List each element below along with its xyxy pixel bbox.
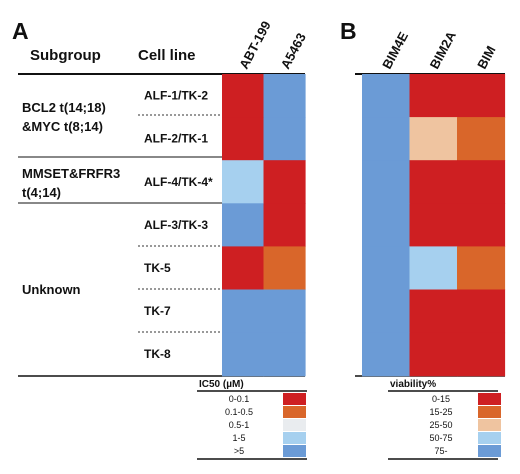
- heatmap-b-cell-alf-2-tk-1-bim4e: [362, 117, 411, 161]
- heatmap-b-cell-alf-3-tk-3-bim2a: [409, 203, 458, 247]
- heatmap-b-cell-alf-4-tk-4-bim4e: [362, 160, 411, 204]
- heatmap-a-cell-alf-4-tk-4-abt-199: [222, 160, 265, 204]
- viability-legend-label-0-15: 0-15: [432, 394, 450, 404]
- heatmap-a-cell-tk-7-a5463: [263, 289, 306, 334]
- row-label-alf-3-tk-3: ALF-3/TK-3: [144, 218, 208, 232]
- column-label-a5463: A5463: [278, 31, 309, 72]
- ic50-legend-label-0-1-0-5: 0.1-0.5: [225, 407, 253, 417]
- panel-label-b: B: [340, 18, 357, 44]
- heatmap-a-cell-alf-4-tk-4-a5463: [263, 160, 306, 204]
- heatmap-b-cell-tk-5-bim: [457, 246, 506, 291]
- heatmap-a-cell-tk-8-abt-199: [222, 332, 265, 377]
- viability-legend-title: viability%: [390, 379, 436, 390]
- column-label-bim4e: BIM4E: [379, 29, 411, 71]
- heatmap-b-cell-alf-3-tk-3-bim: [457, 203, 506, 247]
- column-label-bim: BIM: [474, 43, 498, 71]
- viability-legend-swatch-0-15: [478, 393, 501, 405]
- row-label-alf-2-tk-1: ALF-2/TK-1: [144, 132, 208, 146]
- heatmap-a-cell-alf-1-tk-2-a5463: [263, 74, 306, 118]
- heatmap-b-cell-tk-5-bim4e: [362, 246, 411, 291]
- row-label-alf-1-tk-2: ALF-1/TK-2: [144, 89, 208, 103]
- ic50-legend-label-0-0-1: 0-0.1: [229, 394, 250, 404]
- viability-legend-swatch-25-50: [478, 419, 501, 431]
- heatmap-a-cell-alf-2-tk-1-abt-199: [222, 117, 265, 161]
- viability-legend-swatch-75: [478, 445, 501, 457]
- row-label-tk-8: TK-8: [144, 347, 171, 361]
- cell-line-header: Cell line: [138, 47, 196, 64]
- row-labels: ALF-1/TK-2 ALF-2/TK-1 ALF-4/TK-4* ALF-3/TK-…: [144, 89, 213, 362]
- column-label-bim2a: BIM2A: [427, 28, 460, 71]
- ic50-legend-swatch-1-5: [283, 432, 306, 444]
- heatmap-a-cell-alf-3-tk-3-abt-199: [222, 203, 265, 247]
- viability-legend-label-50-75: 50-75: [429, 433, 452, 443]
- heatmap-b-cell-alf-1-tk-2-bim4e: [362, 74, 411, 118]
- heatmap-b-cell-alf-4-tk-4-bim: [457, 160, 506, 204]
- heatmap-a-cell-tk-5-a5463: [263, 246, 306, 291]
- subgroup-label-bcl2-myc: BCL2 t(14;18) &MYC t(8;14): [22, 100, 109, 134]
- ic50-legend-swatch-0-1-0-5: [283, 406, 306, 418]
- heatmap-b-cell-tk-8-bim4e: [362, 332, 411, 377]
- legend-ic50: IC50 (µM) 0-0.1 0.1-0.5 0.5-1 1-5 >5: [197, 379, 307, 460]
- heatmap-b-cell-alf-2-tk-1-bim2a: [409, 117, 458, 161]
- heatmap-panel-a: [222, 74, 306, 377]
- heatmap-b-cell-tk-8-bim: [457, 332, 506, 377]
- heatmap-a-cell-tk-5-abt-199: [222, 246, 265, 291]
- heatmap-b-cell-alf-4-tk-4-bim2a: [409, 160, 458, 204]
- subgroup-label-mmset-frfr3: MMSET&FRFR3 t(4;14): [22, 166, 124, 200]
- heatmap-b-cell-tk-8-bim2a: [409, 332, 458, 377]
- viability-legend-label-25-50: 25-50: [429, 420, 452, 430]
- heatmap-a-cell-alf-3-tk-3-a5463: [263, 203, 306, 247]
- viability-legend-label-75: 75-: [434, 446, 447, 456]
- heatmap-b-cell-tk-5-bim2a: [409, 246, 458, 291]
- heatmap-b-cell-tk-7-bim4e: [362, 289, 411, 334]
- heatmap-b-cell-alf-2-tk-1-bim: [457, 117, 506, 161]
- ic50-legend-label-1-5: 1-5: [232, 433, 245, 443]
- viability-legend-swatch-15-25: [478, 406, 501, 418]
- column-labels: ABT-199 A5463 BIM4E BIM2A BIM: [236, 18, 498, 71]
- heatmap-a-cell-alf-1-tk-2-abt-199: [222, 74, 265, 118]
- legend-viability: viability% 0-15 15-25 25-50 50-75 75-: [388, 379, 501, 460]
- row-label-alf-4-tk-4: ALF-4/TK-4*: [144, 175, 213, 189]
- ic50-legend-swatch-0-0-1: [283, 393, 306, 405]
- heatmap-b-cell-alf-1-tk-2-bim: [457, 74, 506, 118]
- subgroup-header: Subgroup: [30, 47, 101, 64]
- panel-label-a: A: [12, 18, 29, 44]
- row-label-tk-7: TK-7: [144, 304, 171, 318]
- row-label-tk-5: TK-5: [144, 261, 171, 275]
- heatmap-a-cell-alf-2-tk-1-a5463: [263, 117, 306, 161]
- ic50-legend-swatch-5: [283, 445, 306, 457]
- subgroup-label-unknown: Unknown: [22, 282, 81, 297]
- heatmap-panel-b: [362, 74, 506, 377]
- ic50-legend-label-0-5-1: 0.5-1: [229, 420, 250, 430]
- heatmap-b-cell-alf-3-tk-3-bim4e: [362, 203, 411, 247]
- viability-legend-label-15-25: 15-25: [429, 407, 452, 417]
- heatmap-b-cell-tk-7-bim: [457, 289, 506, 334]
- ic50-legend-label-5: >5: [234, 446, 244, 456]
- heatmap-b-cell-alf-1-tk-2-bim2a: [409, 74, 458, 118]
- column-label-abt-199: ABT-199: [236, 18, 274, 71]
- heatmap-a-cell-tk-7-abt-199: [222, 289, 265, 334]
- viability-legend-swatch-50-75: [478, 432, 501, 444]
- ic50-legend-title: IC50 (µM): [199, 379, 244, 390]
- ic50-legend-swatch-0-5-1: [283, 419, 306, 431]
- heatmap-b-cell-tk-7-bim2a: [409, 289, 458, 334]
- heatmap-a-cell-tk-8-a5463: [263, 332, 306, 377]
